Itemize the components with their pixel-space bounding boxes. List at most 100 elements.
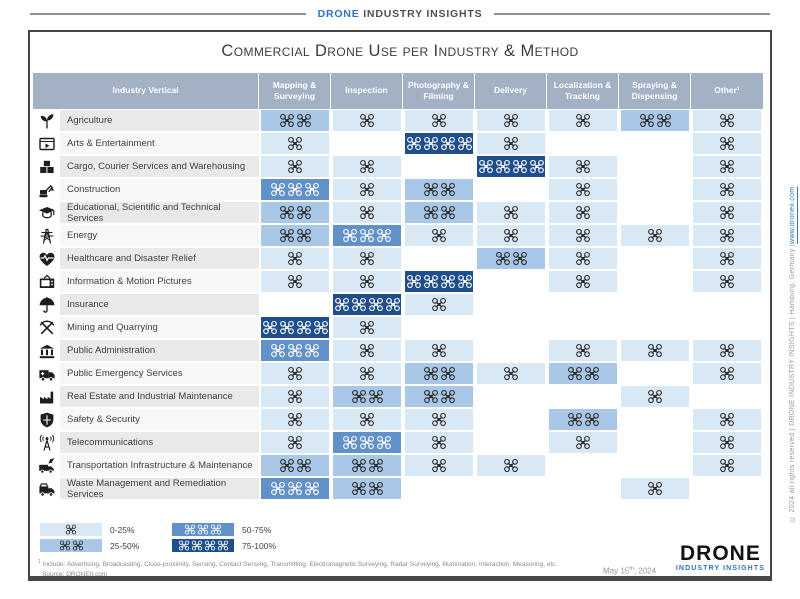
table-row-label: Cargo, Courier Services and Warehousing <box>33 155 259 178</box>
matrix-cell <box>403 178 475 201</box>
drone-icon <box>648 481 662 496</box>
matrix-cell <box>547 178 619 201</box>
shield-icon <box>33 408 60 431</box>
usage-level-1-cell <box>549 432 617 453</box>
matrix-cell <box>619 201 691 224</box>
matrix-cell <box>619 270 691 293</box>
drone-icon <box>720 435 734 450</box>
usage-level-1-cell <box>693 110 761 131</box>
drone-icon <box>351 297 366 312</box>
table-row-label: Healthcare and Disaster Relief <box>33 247 259 270</box>
drone-icon <box>423 205 438 220</box>
usage-level-1-cell <box>333 202 401 223</box>
drone-icon <box>288 481 302 496</box>
matrix-cell <box>547 201 619 224</box>
legend-swatch <box>40 539 102 552</box>
usage-level-1-cell <box>333 179 401 200</box>
matrix-cell <box>259 454 331 477</box>
matrix-cell <box>475 132 547 155</box>
table-row-label: Insurance <box>33 293 259 316</box>
table-row-label: Educational, Scientific and Technical Se… <box>33 201 259 224</box>
industry-column-header: Industry Vertical <box>33 73 259 109</box>
usage-level-1-cell <box>621 225 689 246</box>
matrix-cell <box>475 270 547 293</box>
drone-icon <box>288 159 302 174</box>
matrix-cell <box>403 385 475 408</box>
drone-icon <box>457 136 472 151</box>
matrix-cell <box>403 109 475 132</box>
matrix-cell <box>547 431 619 454</box>
matrix-cell <box>403 247 475 270</box>
usage-level-3-cell <box>261 340 329 361</box>
usage-level-1-cell <box>549 110 617 131</box>
drone-icon <box>720 366 734 381</box>
brand-rule-left <box>30 13 306 15</box>
report-date-day: May 15 <box>603 566 630 576</box>
usage-level-3-cell <box>333 225 401 246</box>
drone-icon <box>648 343 662 358</box>
drone-icon <box>305 481 319 496</box>
drone-icon <box>210 524 222 535</box>
matrix-cell <box>475 362 547 385</box>
drone-icon <box>288 343 302 358</box>
usage-level-4-cell <box>405 133 473 154</box>
drone-icon <box>457 274 472 289</box>
industry-label: Mining and Quarrying <box>60 317 259 338</box>
umbrella-icon <box>33 293 60 316</box>
drone-icon <box>351 481 366 496</box>
matrix-cell <box>403 293 475 316</box>
seedling-icon <box>33 109 60 132</box>
drone-icon <box>360 205 374 220</box>
matrix-cell <box>331 247 403 270</box>
matrix-cell <box>619 362 691 385</box>
matrix-cell <box>619 385 691 408</box>
matrix-cell <box>691 293 763 316</box>
drone-icon <box>351 389 366 404</box>
drone-icon <box>440 366 455 381</box>
usage-level-1-cell <box>261 386 329 407</box>
usage-level-1-cell <box>405 432 473 453</box>
matrix-cell <box>691 270 763 293</box>
truck-plane-icon <box>33 454 60 477</box>
usage-level-3-cell <box>261 478 329 499</box>
drone-icon <box>478 159 493 174</box>
drone-icon <box>720 251 734 266</box>
garbage-truck-icon <box>33 477 60 500</box>
matrix-cell <box>331 201 403 224</box>
drone-icon <box>288 366 302 381</box>
matrix-cell <box>403 201 475 224</box>
drone-icon <box>191 540 202 551</box>
droneii-link[interactable]: www.droneii.com <box>789 186 796 244</box>
drone-icon <box>360 412 374 427</box>
table-row-label: Construction <box>33 178 259 201</box>
legend-label: 25-50% <box>110 540 140 551</box>
drone-icon <box>720 412 734 427</box>
matrix-cell <box>475 178 547 201</box>
drone-icon <box>385 297 400 312</box>
matrix-cell <box>691 224 763 247</box>
logo-title: DRONE <box>680 542 761 565</box>
usage-level-1-cell <box>549 179 617 200</box>
usage-level-1-cell <box>621 386 689 407</box>
matrix-cell <box>619 224 691 247</box>
matrix-cell <box>331 155 403 178</box>
drone-icon <box>343 435 357 450</box>
matrix-cell <box>259 339 331 362</box>
drone-icon <box>495 159 510 174</box>
tv-icon <box>33 270 60 293</box>
column-header: Delivery <box>475 73 547 109</box>
side-copyright-text: © 2024 all rights reserved | DRONE INDUS… <box>789 243 796 522</box>
matrix-cell <box>259 224 331 247</box>
column-header: Localization & Tracking <box>547 73 619 109</box>
matrix-cell <box>547 362 619 385</box>
drone-icon <box>576 228 590 243</box>
drone-icon <box>406 136 421 151</box>
matrix-cell <box>403 155 475 178</box>
table-row-label: Public Administration <box>33 339 259 362</box>
pickaxes-icon <box>33 316 60 339</box>
usage-level-1-cell <box>333 363 401 384</box>
drone-icon <box>184 524 196 535</box>
drone-icon <box>262 320 277 335</box>
drone-icon <box>178 540 189 551</box>
drone-icon <box>288 412 302 427</box>
